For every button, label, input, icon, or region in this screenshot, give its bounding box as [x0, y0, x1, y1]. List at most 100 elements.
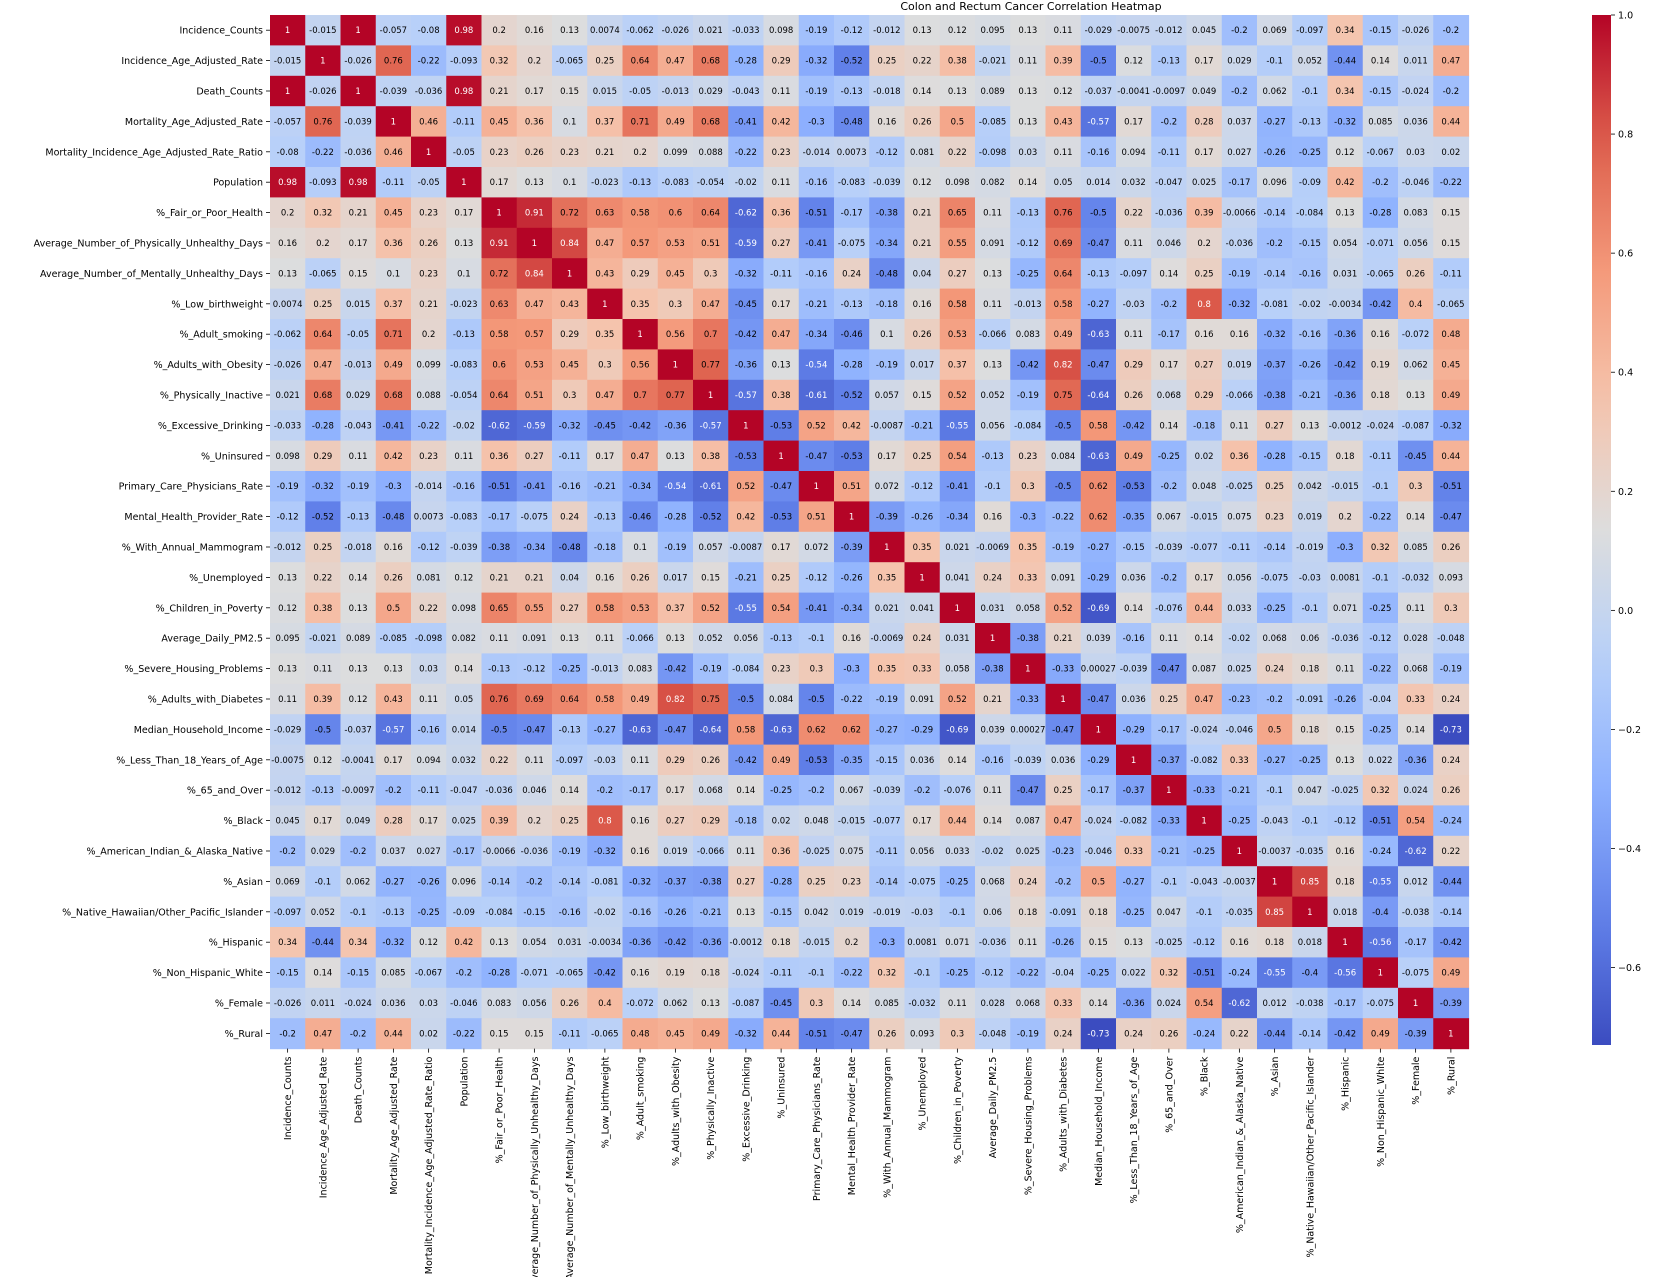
cell-value-label: 0.04: [913, 269, 932, 279]
heatmap-cell: [1080, 562, 1117, 594]
cell-value-label: 0.26: [631, 573, 650, 583]
heatmap-cell: [1045, 45, 1082, 77]
heatmap-cell: [587, 379, 624, 411]
heatmap-cell: [375, 501, 412, 533]
cell-value-label: -0.59: [523, 421, 545, 431]
cell-value-label: 0.19: [1371, 361, 1390, 371]
heatmap-cell: [657, 258, 694, 290]
heatmap-cell: [587, 15, 624, 46]
heatmap-cell: [834, 501, 870, 533]
cell-value-label: 0.45: [1441, 361, 1460, 371]
cell-value-label: -0.47: [664, 725, 686, 735]
cell-value-label: -0.61: [700, 482, 722, 492]
cell-value-label: 0.057: [698, 543, 722, 553]
heatmap-cell: [270, 440, 306, 472]
heatmap-cell: [1151, 349, 1188, 381]
cell-value-label: -0.046: [1402, 178, 1429, 188]
cell-value-label: 0.088: [416, 391, 440, 401]
heatmap-cell: [1045, 410, 1082, 442]
heatmap-cell: [1433, 288, 1470, 320]
row-label: %_Adult_smoking: [180, 330, 263, 341]
cell-value-label: 1: [1096, 725, 1101, 735]
heatmap-cell: [587, 288, 624, 320]
cell-value-label: 0.2: [1197, 239, 1211, 249]
heatmap-cell: [1221, 288, 1258, 320]
cell-value-label: 0.21: [525, 573, 544, 583]
heatmap-cell: [1433, 683, 1470, 715]
row-label: Mortality_Incidence_Age_Adjusted_Rate_Ra…: [45, 147, 263, 158]
heatmap-cell: [1292, 592, 1329, 624]
cell-value-label: 0.23: [419, 269, 438, 279]
cell-value-label: -0.097: [1120, 269, 1147, 279]
heatmap-cell: [1398, 987, 1434, 1019]
cell-value-label: -0.13: [347, 513, 369, 523]
heatmap-cell: [1327, 106, 1364, 138]
cell-value-label: -0.64: [700, 725, 722, 735]
cell-value-label: 0.68: [313, 391, 332, 401]
cell-value-label: -0.071: [521, 969, 548, 979]
heatmap-cell: [1221, 683, 1258, 715]
cell-value-label: 0.52: [701, 604, 720, 614]
cell-value-label: -0.039: [344, 117, 371, 127]
cell-value-label: -0.13: [488, 665, 510, 675]
heatmap-cell: [834, 106, 870, 138]
heatmap-cell: [1151, 623, 1188, 654]
cell-value-label: 0.083: [1016, 330, 1040, 340]
heatmap-cell: [1398, 136, 1434, 168]
cell-value-label: -0.16: [1087, 148, 1109, 158]
heatmap-cell: [552, 410, 588, 442]
column-label: %_Unemployed: [918, 1057, 929, 1131]
heatmap-cell: [446, 288, 483, 320]
cell-value-label: -0.14: [488, 877, 510, 887]
cell-value-label: -0.28: [735, 57, 757, 67]
cell-value-label: -0.38: [1017, 634, 1039, 644]
cell-value-label: 0.12: [913, 178, 932, 188]
cell-value-label: -0.57: [1087, 117, 1109, 127]
heatmap-cell: [693, 653, 729, 685]
cell-value-label: 1: [602, 300, 607, 310]
heatmap-cell: [1362, 167, 1399, 198]
cell-value-label: -0.17: [1158, 725, 1180, 735]
heatmap-cell: [1116, 471, 1152, 502]
cell-value-label: 0.019: [1227, 361, 1251, 371]
heatmap-cell: [1080, 227, 1117, 259]
heatmap-cell: [693, 623, 729, 654]
cell-value-label: 0.17: [877, 452, 896, 462]
heatmap-cell: [1257, 167, 1293, 198]
cell-value-label: 0.22: [490, 756, 509, 766]
cell-value-label: -0.2: [1443, 26, 1460, 36]
heatmap-cell: [1186, 866, 1223, 898]
cell-value-label: -0.081: [591, 877, 618, 887]
heatmap-cell: [1151, 501, 1188, 533]
cell-value-label: -0.066: [979, 330, 1006, 340]
heatmap-cell: [375, 927, 412, 958]
heatmap-cell: [869, 562, 906, 594]
heatmap-cell: [693, 896, 729, 928]
cell-value-label: 0.45: [490, 117, 509, 127]
cell-value-label: 1: [1166, 786, 1171, 796]
cell-value-label: 0.33: [913, 665, 932, 675]
cell-value-label: -0.0041: [342, 756, 375, 766]
cell-value-label: -0.27: [876, 725, 898, 735]
cell-value-label: 0.21: [490, 573, 509, 583]
heatmap-cell: [1433, 379, 1470, 411]
cell-value-label: 0.62: [1089, 513, 1108, 523]
cell-value-label: 0.34: [1336, 87, 1355, 97]
heatmap-cell: [1398, 440, 1434, 472]
heatmap-cell: [939, 1018, 976, 1050]
heatmap-cell: [1010, 197, 1047, 229]
cell-value-label: -0.32: [1228, 300, 1250, 310]
heatmap-cell: [1116, 683, 1152, 715]
heatmap-cell: [975, 319, 1011, 350]
cell-value-label: 0.18: [1371, 391, 1390, 401]
cell-value-label: 0.18: [772, 938, 791, 948]
cell-value-label: -0.012: [274, 543, 301, 553]
cell-value-label: -0.36: [629, 938, 651, 948]
row-label: %_Hispanic: [209, 938, 263, 949]
cell-value-label: -0.029: [1085, 26, 1112, 36]
cell-value-label: 0.24: [1265, 665, 1284, 675]
heatmap-cell: [1116, 349, 1152, 381]
heatmap-cell: [763, 349, 800, 381]
heatmap-cell: [1362, 653, 1399, 685]
cell-value-label: -0.019: [873, 908, 900, 918]
